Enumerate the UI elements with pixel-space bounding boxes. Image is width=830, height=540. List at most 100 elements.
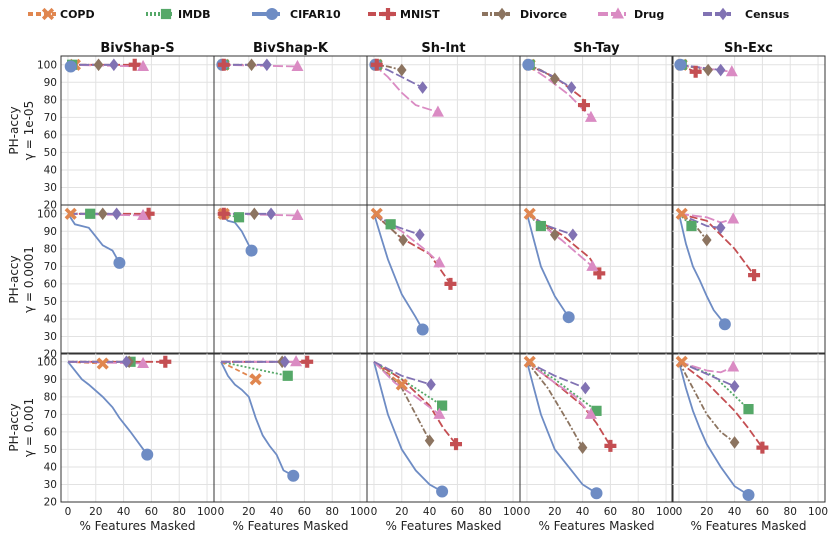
panel-r0-c0: 20 30 40 50 60 70 80 90 100 [37,55,215,212]
y-tick-label: 40 [44,313,57,325]
x-tick-label: 60 [298,506,311,518]
legend-marker-census [718,7,728,21]
series-line-imdb [373,361,443,407]
x-tick-label: 80 [632,506,645,518]
series-line-mnist [373,361,457,445]
end-marker-census [580,381,591,395]
end-marker-copd [523,207,536,220]
panel-frame [671,352,826,503]
series-line-imdb [220,212,240,219]
legend-label-divorce: Divorce [520,8,567,21]
series-line-cifar10 [678,213,726,325]
end-marker-mnist [370,58,383,71]
end-marker-imdb [282,370,293,381]
end-marker-census [121,355,132,369]
end-marker-divorce [249,207,260,221]
x-tick-label: 100 [808,506,828,518]
end-marker-census [568,228,578,242]
x-tick-label: 0 [676,506,683,518]
legend-item-copd: COPD [28,7,95,21]
x-tick-label: 20 [242,506,255,518]
end-marker-drug [291,208,304,221]
series-line-copd [373,361,403,386]
x-tick-label: 80 [784,506,797,518]
end-marker-copd [370,207,383,220]
end-marker-drug [137,59,150,72]
end-marker-divorce [396,63,407,77]
legend-item-drug: Drug [598,7,664,21]
row-label-2: PH-accy γ = 0.001 [7,398,36,457]
row-label-0: PH-accy γ = 1e-05 [7,101,36,160]
end-marker-census [426,378,436,391]
legend: COPD IMDB CIFAR10 MNIST Divorce Drug Census [28,7,790,21]
series-line-divorce [373,361,431,442]
x-tick-label: 60 [145,506,158,518]
y-tick-label: 100 [37,59,57,71]
end-marker-mnist [450,438,463,451]
end-marker-drug [137,208,150,221]
end-marker-mnist [604,439,617,452]
panel-frame [60,55,215,206]
x-tick-label: 60 [451,506,464,518]
panel-r2-c1: 0 20 40 60 80 100% Features Masked [213,352,370,533]
x-tick-label: 40 [423,506,436,518]
y-tick-label: 60 [44,129,57,141]
panel-r2-c4: 0 20 40 60 80 100% Features Masked [671,352,828,533]
panel-r0-c1 [213,55,368,206]
legend-marker-imdb [160,8,172,20]
end-marker-census [729,380,740,393]
series-line-cifar10 [373,213,424,330]
panel-r1-c0: 20 30 40 50 60 70 80 90 100 [37,204,215,361]
x-tick-label: 100 [656,506,676,518]
end-marker-census [262,58,272,72]
panel-frame [213,55,368,206]
panel-r1-c2 [366,204,521,355]
panel-r0-c4 [671,55,826,206]
y-tick-label: 100 [37,356,57,368]
end-marker-census [280,355,290,369]
end-marker-divorce [398,233,408,247]
end-marker-imdb [233,212,245,223]
end-marker-cifar10 [718,318,731,331]
end-marker-cifar10 [522,58,535,71]
end-marker-divorce [246,58,257,72]
column-title-sh-int: Sh-Int [421,41,465,56]
y-tick-label: 40 [44,164,57,176]
panel-r1-c4 [671,204,826,355]
series-line-divorce [373,213,404,241]
end-marker-cifar10 [287,469,300,482]
series-line-drug [526,361,592,415]
series-line-drug [678,360,734,374]
legend-label-cifar10: CIFAR10 [290,8,341,21]
panel-r0-c3 [519,55,674,206]
end-marker-cifar10 [416,323,429,336]
end-marker-divorce [97,207,108,221]
end-marker-drug [433,256,446,268]
row-label-1: PH-accy γ = 0.0001 [7,246,36,313]
end-marker-mnist [748,269,761,282]
end-marker-cifar10 [113,256,126,269]
end-marker-mnist [128,58,141,71]
legend-label-copd: COPD [60,8,95,21]
legend-marker-copd [41,7,55,21]
series-line-imdb [526,361,598,412]
series-line-cifar10 [526,361,597,494]
end-marker-divorce [729,436,740,449]
end-marker-census [111,207,122,221]
end-marker-imdb [686,220,697,232]
y-tick-label: 50 [44,444,57,456]
legend-marker-divorce [497,7,507,21]
end-marker-drug [290,355,303,367]
panel-frame [671,55,826,206]
x-tick-label: 0 [65,506,72,518]
end-marker-imdb [591,405,602,416]
panel-r1-c3 [519,204,674,355]
x-axis-label: % Features Masked [232,519,348,533]
panel-grid: BivShap-S BivShap-K Sh-Int Sh-Tay Sh-Exc PH-a… [7,41,828,533]
end-marker-drug [725,65,738,77]
series-line-census [678,212,721,229]
series-line-mnist [526,213,601,274]
legend-marker-cifar10 [266,8,278,20]
